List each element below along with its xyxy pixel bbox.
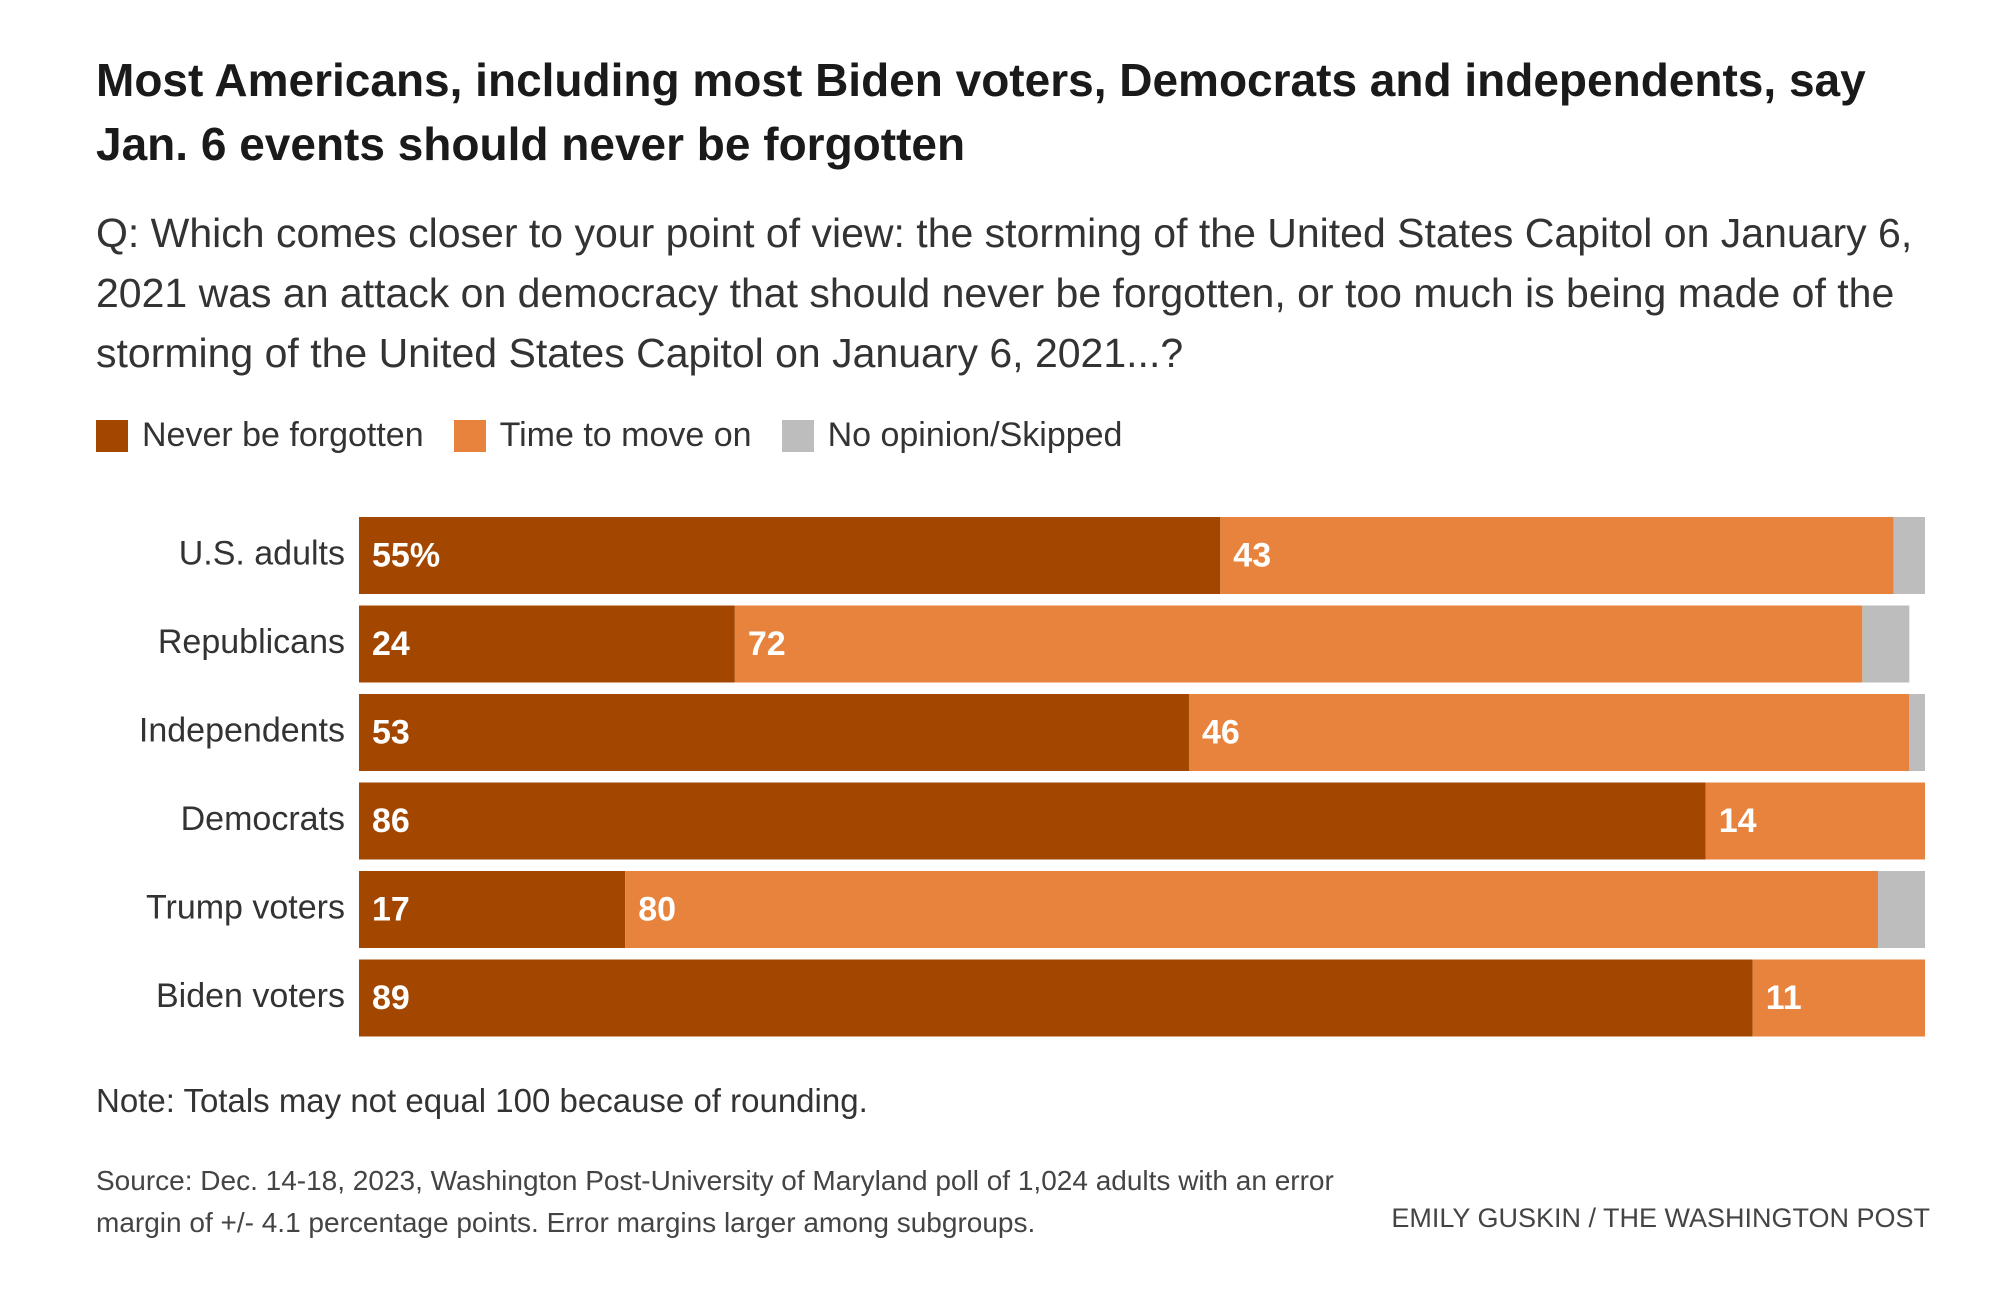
category-label: U.S. adults xyxy=(179,534,345,572)
bar-segment xyxy=(1188,694,1910,771)
bar-segment xyxy=(359,959,1753,1037)
category-label: Republicans xyxy=(158,623,345,661)
category-label: Democrats xyxy=(181,800,345,838)
legend-label: Time to move on xyxy=(499,416,752,454)
legend-swatch xyxy=(453,419,486,452)
data-label: 89 xyxy=(372,979,410,1017)
bar-segment xyxy=(1752,959,1925,1037)
bar-segment xyxy=(359,605,735,683)
legend-item: No opinion/Skipped xyxy=(781,416,1123,455)
data-label: 14 xyxy=(1719,802,1757,840)
chart-title: Most Americans, including most Biden vot… xyxy=(96,54,1866,170)
note: Note: Totals may not equal 100 because o… xyxy=(96,1082,868,1119)
bar-segment xyxy=(1893,517,1925,594)
bar-segment xyxy=(625,871,1879,948)
legend-label: No opinion/Skipped xyxy=(827,416,1123,454)
bar-segment xyxy=(1878,871,1925,948)
category-label: Biden voters xyxy=(156,977,345,1015)
data-label: 80 xyxy=(638,890,676,928)
bar-segment xyxy=(359,871,626,948)
bar-segment xyxy=(1909,694,1925,771)
bar-segment xyxy=(734,605,1863,683)
data-label: 53 xyxy=(372,713,410,751)
legend-swatch xyxy=(781,419,814,452)
chart: U.S. adults 55% 43 Republicans 24 72 Independe… xyxy=(139,517,1925,1037)
data-label: 43 xyxy=(1233,536,1271,574)
data-label: 46 xyxy=(1202,713,1240,751)
source: Source: Dec. 14-18, 2023, Washington Pos… xyxy=(96,1165,1334,1238)
bar-segment xyxy=(359,694,1189,771)
legend-label: Never be forgotten xyxy=(142,416,424,454)
data-label: 24 xyxy=(372,625,410,663)
legend-item: Time to move on xyxy=(453,416,752,455)
data-label: 11 xyxy=(1766,979,1802,1017)
legend-swatch xyxy=(96,419,128,452)
data-label: 86 xyxy=(372,802,410,840)
legend-item: Never be forgotten xyxy=(96,416,424,455)
chart-subtitle: Q: Which comes closer to your point of v… xyxy=(96,210,1913,376)
category-label: Independents xyxy=(139,711,345,749)
credit: EMILY GUSKIN / THE WASHINGTON POST xyxy=(1391,1203,1930,1233)
bar-segment xyxy=(1705,782,1925,860)
bar-segment xyxy=(359,517,1221,594)
data-label: 55% xyxy=(372,536,440,574)
bar-segment xyxy=(359,782,1706,860)
data-label: 17 xyxy=(372,890,410,928)
category-label: Trump voters xyxy=(146,888,345,926)
data-label: 72 xyxy=(748,625,786,663)
bar-segment xyxy=(1220,517,1894,594)
legend: Never be forgotten Time to move on No opin… xyxy=(96,416,1122,455)
bar-segment xyxy=(1862,605,1910,683)
